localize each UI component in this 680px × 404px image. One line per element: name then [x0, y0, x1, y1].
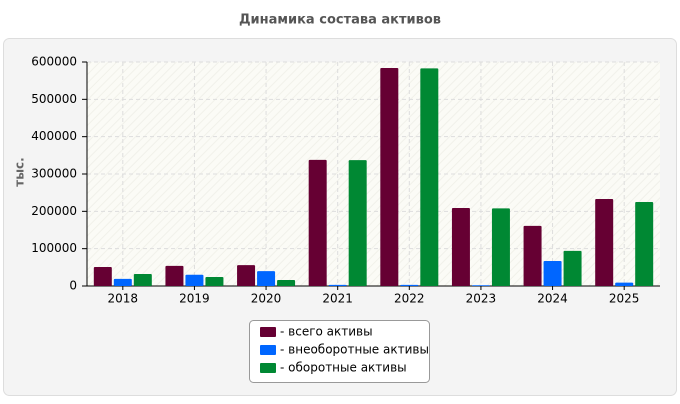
bar — [615, 282, 634, 286]
x-tick-label: 2022 — [394, 292, 425, 306]
bar — [277, 280, 296, 286]
x-tick-label: 2021 — [322, 292, 353, 306]
bar — [523, 225, 542, 286]
legend-swatch — [260, 363, 276, 373]
y-tick-label: 600000 — [31, 55, 77, 69]
x-tick-label: 2023 — [466, 292, 497, 306]
legend — [249, 320, 430, 383]
bar — [543, 260, 562, 286]
chart-title: Динамика состава активов — [239, 13, 441, 28]
legend-label: - внеоборотные активы — [280, 343, 429, 357]
x-tick-label: 2025 — [609, 292, 640, 306]
y-tick-label: 500000 — [31, 92, 77, 106]
bar — [420, 68, 439, 286]
bar — [471, 285, 490, 286]
bar — [205, 277, 224, 286]
bar — [348, 160, 367, 286]
bar — [257, 271, 276, 286]
bar — [563, 250, 582, 286]
bar — [133, 274, 152, 286]
bar — [328, 284, 347, 286]
bar — [595, 199, 614, 286]
legend-label: - оборотные активы — [280, 361, 407, 375]
legend-swatch — [260, 345, 276, 355]
x-tick-label: 2018 — [108, 292, 139, 306]
bar — [380, 67, 399, 287]
bar — [400, 284, 419, 286]
bar — [308, 159, 327, 286]
x-tick-label: 2019 — [179, 292, 210, 306]
x-tick-label: 2024 — [537, 292, 568, 306]
y-tick-label: 400000 — [31, 129, 77, 143]
y-tick-label: 200000 — [31, 204, 77, 218]
bar — [237, 265, 256, 286]
bar — [491, 208, 510, 286]
legend-label: - всего активы — [280, 325, 373, 339]
bar — [165, 265, 184, 286]
y-tick-label: 100000 — [31, 241, 77, 255]
bar — [93, 266, 112, 286]
y-tick-label: 0 — [69, 279, 77, 293]
legend-swatch — [260, 327, 276, 337]
y-tick-label: 300000 — [31, 167, 77, 181]
x-tick-label: 2020 — [251, 292, 282, 306]
bar — [451, 207, 470, 286]
bar — [113, 278, 132, 286]
bar — [185, 274, 204, 286]
y-axis-label: тыс. — [13, 157, 27, 186]
bar — [635, 202, 654, 286]
